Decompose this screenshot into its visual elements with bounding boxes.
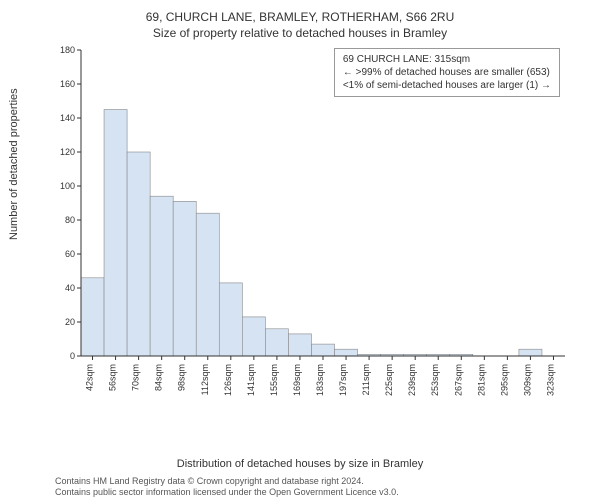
- histogram-bar: [196, 213, 219, 356]
- svg-text:267sqm: 267sqm: [453, 364, 463, 396]
- histogram-bar: [519, 349, 542, 356]
- svg-text:20: 20: [65, 317, 75, 327]
- svg-text:140: 140: [60, 113, 75, 123]
- title-line1: 69, CHURCH LANE, BRAMLEY, ROTHERHAM, S66…: [0, 10, 600, 24]
- svg-text:60: 60: [65, 249, 75, 259]
- svg-text:295sqm: 295sqm: [499, 364, 509, 396]
- svg-text:56sqm: 56sqm: [108, 364, 118, 391]
- svg-text:253sqm: 253sqm: [430, 364, 440, 396]
- svg-text:42sqm: 42sqm: [85, 364, 95, 391]
- svg-text:0: 0: [70, 351, 75, 361]
- histogram-bar: [242, 317, 265, 356]
- chart-container: 69, CHURCH LANE, BRAMLEY, ROTHERHAM, S66…: [0, 0, 600, 500]
- svg-text:40: 40: [65, 283, 75, 293]
- title-line2: Size of property relative to detached ho…: [0, 26, 600, 40]
- histogram-bar: [81, 278, 104, 356]
- footer-line2: Contains public sector information licen…: [55, 487, 399, 497]
- svg-text:225sqm: 225sqm: [384, 364, 394, 396]
- histogram-bar: [150, 196, 173, 356]
- histogram-bar: [173, 201, 196, 356]
- svg-text:183sqm: 183sqm: [315, 364, 325, 396]
- svg-text:80: 80: [65, 215, 75, 225]
- svg-text:70sqm: 70sqm: [131, 364, 141, 391]
- histogram-bar: [335, 349, 358, 356]
- histogram-bar: [311, 344, 334, 356]
- svg-text:281sqm: 281sqm: [476, 364, 486, 396]
- footer-line1: Contains HM Land Registry data © Crown c…: [55, 476, 364, 486]
- svg-text:211sqm: 211sqm: [361, 364, 371, 395]
- histogram-bar: [219, 283, 242, 356]
- y-axis-label: Number of detached properties: [8, 88, 20, 240]
- histogram-svg: 0 20 40 60 80 100 120 140 160 180 42sqm 56sqm 70sqm 8…: [55, 46, 575, 406]
- chart-area: 0 20 40 60 80 100 120 140 160 180 42sqm 56sqm 70sqm 8…: [55, 46, 575, 406]
- svg-text:197sqm: 197sqm: [338, 364, 348, 396]
- svg-text:100: 100: [60, 181, 75, 191]
- histogram-bar: [127, 152, 150, 356]
- svg-text:169sqm: 169sqm: [292, 364, 302, 396]
- histogram-bar: [288, 334, 311, 356]
- svg-text:126sqm: 126sqm: [223, 364, 233, 396]
- svg-text:155sqm: 155sqm: [269, 364, 279, 396]
- histogram-bar: [265, 329, 288, 356]
- x-axis-label: Distribution of detached houses by size …: [0, 458, 600, 470]
- svg-text:112sqm: 112sqm: [200, 364, 210, 395]
- svg-text:323sqm: 323sqm: [545, 364, 555, 396]
- svg-text:180: 180: [60, 46, 75, 55]
- svg-text:160: 160: [60, 79, 75, 89]
- svg-text:120: 120: [60, 147, 75, 157]
- svg-text:239sqm: 239sqm: [407, 364, 417, 396]
- svg-text:141sqm: 141sqm: [246, 364, 256, 396]
- svg-text:309sqm: 309sqm: [522, 364, 532, 396]
- svg-text:84sqm: 84sqm: [154, 364, 164, 391]
- svg-text:98sqm: 98sqm: [177, 364, 187, 391]
- histogram-bar: [104, 110, 127, 357]
